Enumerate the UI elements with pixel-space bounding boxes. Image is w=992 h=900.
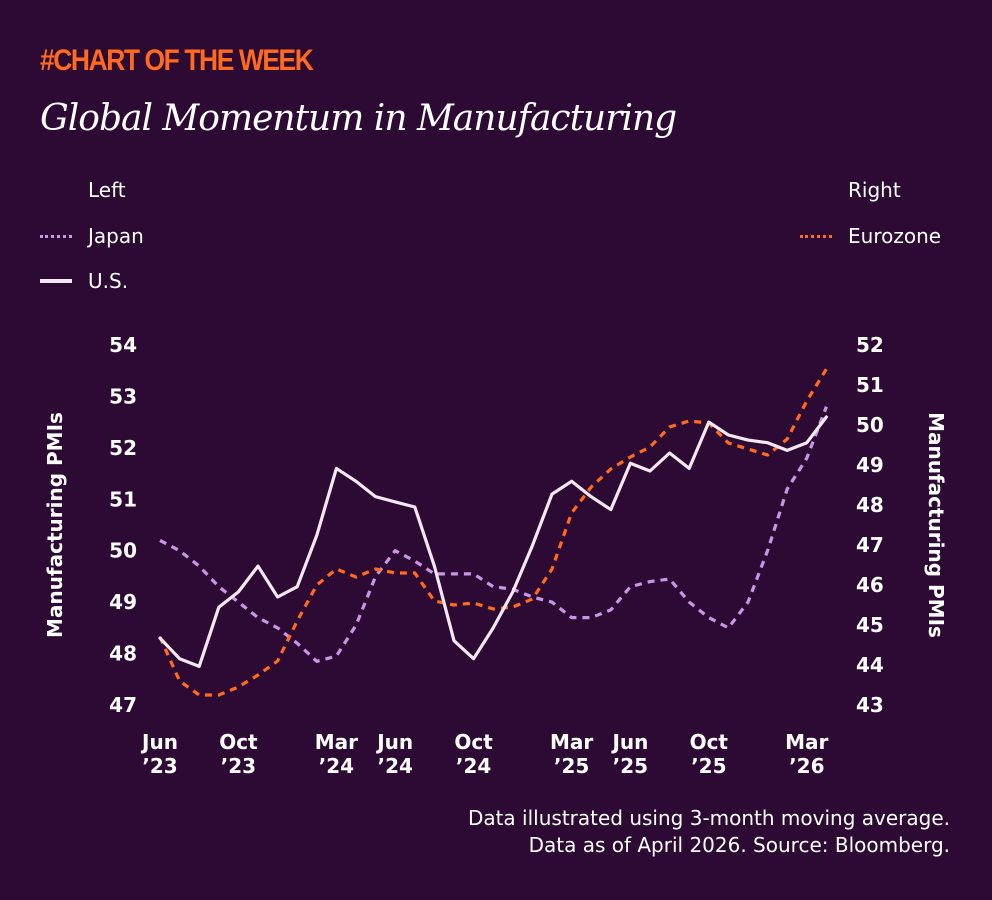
eurozone-series-line (158, 368, 828, 697)
us-series-line (158, 415, 829, 669)
y-left-tick-label: 52 (109, 436, 137, 460)
x-tick-label-year: ’25 (691, 754, 726, 778)
legend-item-japan: Japan (40, 223, 144, 249)
y-axis-right-label: Manufacturing PMIs (924, 412, 948, 638)
x-tick-label-year: ’26 (789, 754, 824, 778)
y-right-tick-label: 48 (856, 493, 884, 517)
x-tick-label-month: Oct (219, 730, 258, 754)
footnote-line-1: Data illustrated using 3-month moving av… (467, 806, 950, 830)
y-left-tick-label: 48 (109, 642, 137, 666)
legend-item-us: U.S. (40, 268, 144, 294)
y-right-tick-label: 47 (856, 533, 884, 557)
legend-item-eurozone: Eurozone (800, 223, 941, 249)
x-tick-label-year: ’24 (456, 754, 491, 778)
chart-kicker: #CHART OF THE WEEK (40, 44, 314, 77)
japan-series-line (159, 406, 828, 663)
y-left-tick-label: 51 (109, 487, 137, 511)
x-tick-label-month: Jun (375, 730, 413, 754)
x-tick-label-month: Oct (690, 730, 729, 754)
x-axis: Jun’23Oct’23Mar’24Jun’24Oct’24Mar’25Jun’… (140, 730, 829, 778)
x-tick-label-month: Mar (550, 730, 593, 754)
legend-left-heading: Left (88, 178, 126, 202)
y-right-tick-label: 44 (856, 653, 884, 677)
line-chart: Manufacturing PMIs Manufacturing PMIs 47… (43, 333, 948, 778)
y-left-tick-label: 47 (109, 693, 137, 717)
y-right-tick-label: 43 (856, 693, 884, 717)
x-tick-label-month: Jun (610, 730, 648, 754)
footnote-line-2: Data as of April 2026. Source: Bloomberg… (528, 833, 950, 857)
y-axis-left: 47 48 49 50 51 52 53 54 (109, 333, 137, 717)
x-tick-label-year: ’25 (613, 754, 648, 778)
x-tick-label-year: ’23 (142, 754, 177, 778)
x-tick-label-year: ’23 (221, 754, 256, 778)
eurozone-swatch (800, 234, 832, 238)
x-tick-label-month: Jun (140, 730, 178, 754)
y-right-tick-label: 45 (856, 613, 884, 637)
japan-swatch (40, 234, 72, 238)
series-lines (158, 368, 829, 697)
us-swatch (40, 279, 72, 283)
legend-label-eurozone: Eurozone (848, 224, 942, 248)
footnote: Data illustrated using 3-month moving av… (468, 805, 950, 859)
legend-label-japan: Japan (88, 224, 144, 248)
y-axis-left-label: Manufacturing PMIs (43, 412, 67, 638)
y-left-tick-label: 50 (109, 539, 137, 563)
chart-title: Global Momentum in Manufacturing (40, 98, 677, 139)
legend-right-heading: Right (848, 178, 901, 202)
y-right-tick-label: 49 (856, 453, 884, 477)
y-axis-right: 43 44 45 46 47 48 49 50 51 52 (856, 333, 884, 717)
x-tick-label-year: ’25 (554, 754, 589, 778)
x-tick-label-month: Oct (454, 730, 493, 754)
y-right-tick-label: 51 (856, 373, 884, 397)
y-left-tick-label: 53 (109, 384, 137, 408)
y-right-tick-label: 52 (856, 333, 884, 357)
x-tick-label-month: Mar (315, 730, 358, 754)
legend-label-us: U.S. (88, 269, 129, 293)
legend-right: Right Eurozone (800, 178, 941, 249)
y-left-tick-label: 49 (109, 590, 137, 614)
legend-left: Left Japan U.S. (40, 178, 144, 294)
x-tick-label-year: ’24 (377, 754, 412, 778)
y-right-tick-label: 50 (856, 413, 884, 437)
x-tick-label-month: Mar (785, 730, 828, 754)
y-right-tick-label: 46 (856, 573, 884, 597)
x-tick-label-year: ’24 (319, 754, 354, 778)
y-left-tick-label: 54 (109, 333, 137, 357)
